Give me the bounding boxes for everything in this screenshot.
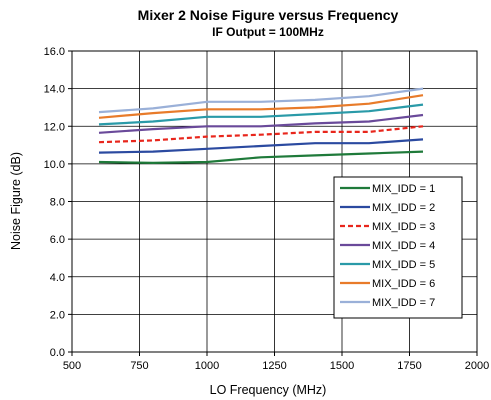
x-tick-label: 500 — [63, 360, 81, 372]
legend-label-mix-idd-7: MIX_IDD = 7 — [372, 297, 435, 309]
legend: MIX_IDD = 1 MIX_IDD = 2 MIX_IDD = 3 MIX_IDD… — [333, 176, 463, 319]
y-tick-label: 12.0 — [44, 121, 65, 133]
series-line-mix-idd-4 — [98, 113, 424, 134]
x-tick-label: 1500 — [330, 360, 354, 372]
legend-box — [333, 176, 463, 319]
series-line-mix-idd-7 — [98, 87, 424, 114]
x-axis-label: LO Frequency (MHz) — [210, 383, 327, 397]
legend-label-mix-idd-4: MIX_IDD = 4 — [372, 240, 435, 252]
series-line-mix-idd-1 — [98, 150, 424, 164]
legend-label-mix-idd-6: MIX_IDD = 6 — [372, 278, 435, 290]
y-tick-label: 6.0 — [50, 234, 65, 246]
series-line-mix-idd-5 — [98, 103, 424, 126]
x-axis-ticks: 500 750 1000 1250 1500 1750 2000 — [63, 352, 489, 372]
legend-label-mix-idd-3: MIX_IDD = 3 — [372, 221, 435, 233]
y-tick-label: 4.0 — [50, 272, 65, 284]
legend-label-mix-idd-5: MIX_IDD = 5 — [372, 259, 435, 271]
y-axis-label: Noise Figure (dB) — [9, 152, 23, 250]
y-tick-label: 16.0 — [44, 46, 65, 58]
series-line-mix-idd-6 — [98, 94, 424, 119]
series-line-mix-idd-3 — [98, 125, 424, 144]
y-tick-label: 0.0 — [50, 347, 65, 359]
y-tick-label: 14.0 — [44, 84, 65, 96]
y-tick-label: 10.0 — [44, 159, 65, 171]
legend-label-mix-idd-2: MIX_IDD = 2 — [372, 202, 435, 214]
plot-frame — [71, 50, 478, 353]
series-lines — [98, 87, 424, 164]
y-tick-label: 2.0 — [50, 309, 65, 321]
y-axis-ticks: 0.0 2.0 4.0 6.0 8.0 10.0 12.0 14.0 16.0 — [44, 46, 72, 359]
legend-label-mix-idd-1: MIX_IDD = 1 — [372, 183, 435, 195]
y-tick-label: 8.0 — [50, 197, 65, 209]
x-tick-label: 2000 — [465, 360, 489, 372]
chart-subtitle: IF Output = 100MHz — [212, 25, 324, 39]
x-tick-label: 1750 — [397, 360, 421, 372]
x-tick-label: 750 — [130, 360, 148, 372]
x-tick-label: 1000 — [195, 360, 219, 372]
series-line-mix-idd-2 — [98, 138, 424, 154]
x-tick-label: 1250 — [262, 360, 286, 372]
chart-title: Mixer 2 Noise Figure versus Frequency — [138, 7, 399, 23]
